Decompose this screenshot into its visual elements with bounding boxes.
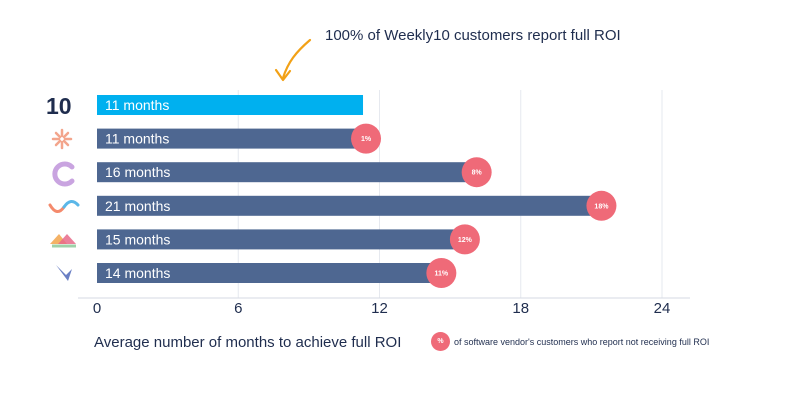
badge-label: 11% — [435, 271, 449, 278]
bars: 11 months 11 months 1% 16 months 8% 21 months… — [97, 95, 617, 288]
badge-label: 1% — [361, 136, 372, 143]
vendor-6-logo — [56, 265, 72, 281]
badge-circle — [461, 157, 492, 188]
bar — [97, 229, 462, 250]
bar — [97, 128, 364, 149]
badge-circle — [586, 190, 617, 221]
bar-label: 11 months — [105, 131, 169, 147]
bar-label: 16 months — [105, 164, 170, 180]
badge-circle — [426, 258, 457, 288]
bar — [97, 263, 439, 283]
weekly10-logo-text: 10 — [46, 93, 72, 119]
roi-callout: 100% of Weekly10 customers report full R… — [325, 27, 621, 44]
badge-label: 18% — [594, 203, 609, 210]
vendor-5-logo — [50, 234, 76, 248]
bar — [97, 162, 474, 183]
x-tick-label: 12 — [371, 300, 388, 317]
badge-circle — [351, 123, 382, 154]
legend-badge-swatch: % — [431, 332, 450, 351]
x-tick-label: 6 — [234, 300, 242, 317]
bar-label: 11 months — [105, 97, 169, 113]
vendor-4-logo — [48, 200, 80, 213]
weekly10-logo: 10 — [46, 93, 72, 119]
x-tick-label: 18 — [512, 300, 529, 317]
bar-label: 15 months — [105, 231, 170, 247]
legend-text: of software vendor's customers who repor… — [454, 337, 710, 347]
badge-circle — [449, 224, 480, 255]
bar-label: 21 months — [105, 198, 170, 214]
badge-label: 12% — [458, 237, 473, 244]
vendor-2-logo — [51, 128, 73, 150]
callout-arrow — [274, 38, 312, 82]
bar — [97, 195, 599, 216]
bar-label: 14 months — [105, 265, 170, 281]
vendor-3-logo — [52, 161, 75, 187]
x-tick-label: 24 — [654, 300, 671, 317]
x-axis-ticks: 0 6 12 18 24 — [93, 300, 671, 317]
badge-label: 8% — [472, 170, 483, 177]
x-axis-title: Average number of months to achieve full… — [94, 334, 402, 351]
bar — [97, 95, 364, 115]
x-tick-label: 0 — [93, 300, 101, 317]
